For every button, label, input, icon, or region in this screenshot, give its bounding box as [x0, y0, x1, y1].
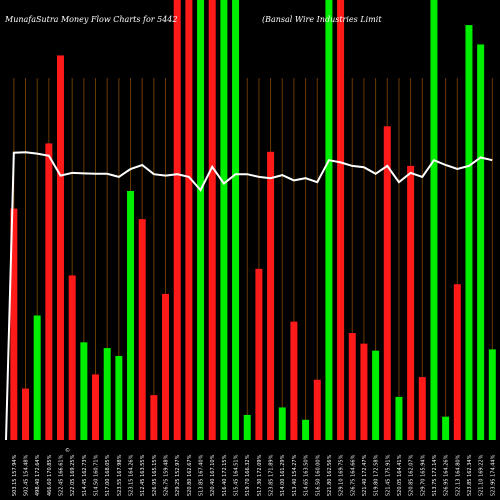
x-tick-label: 529.10 169.75% — [339, 454, 345, 496]
x-tick-label: 521.10 169.22% — [479, 454, 485, 496]
bar-7 — [80, 342, 88, 440]
x-tick-label: 520.05 164.41% — [397, 454, 403, 496]
bar-17 — [197, 0, 205, 440]
x-tick-label: 522.05 169.25% — [70, 454, 76, 496]
bar-4 — [45, 143, 53, 440]
bar-31 — [360, 343, 368, 440]
x-tick-label: 526.75 159.48% — [164, 454, 170, 496]
x-tick-label: 517.00 168.05% — [105, 454, 111, 496]
bar-24 — [278, 407, 286, 440]
bar-16 — [185, 0, 193, 440]
bar-33 — [383, 126, 391, 440]
x-tick-label: 514.45 162.73% — [82, 454, 88, 496]
x-tick-label: 519.70 166.32% — [245, 454, 251, 496]
x-tick-label: 526.95 165.15% — [152, 454, 158, 496]
x-tick-label: 523.15 164.26% — [129, 454, 135, 496]
bar-35 — [407, 165, 415, 440]
bar-25 — [290, 321, 298, 440]
bar-13 — [150, 395, 158, 440]
bar-26 — [302, 419, 310, 440]
bars-group — [10, 0, 496, 441]
x-tick-label: 513.75 172.14% — [432, 454, 438, 496]
x-tick-label: 523.95 174.44% — [490, 454, 496, 496]
x-tick-label: 523.85 171.89% — [269, 454, 275, 496]
bar-34 — [395, 396, 403, 440]
bar-9 — [103, 348, 111, 440]
bar-29 — [337, 0, 345, 440]
symbol-mark: © — [65, 447, 70, 454]
x-tick-label: 523.55 167.98% — [117, 454, 123, 496]
bar-28 — [325, 0, 333, 440]
x-tick-label: 513.85 167.40% — [199, 454, 205, 496]
bar-10 — [115, 355, 123, 440]
x-tick-label: 516.40 172.15% — [222, 454, 228, 496]
money-flow-line — [5, 151, 493, 441]
x-tick-label: 502.45 154.48% — [24, 454, 30, 496]
x-tick-label: 512.45 163.55% — [140, 454, 146, 496]
bar-8 — [92, 374, 100, 440]
x-tick-labels: 503.15 157.94% 502.45 154.48% 498.40 172.6… — [12, 454, 496, 496]
x-tick-label: 522.45 166.61% — [59, 454, 65, 496]
x-tick-label: 514.65 163.50% — [304, 454, 310, 496]
bar-38 — [442, 416, 450, 440]
bar-22 — [255, 268, 263, 440]
x-tick-label: 520.40 167.10% — [210, 454, 216, 496]
bar-2 — [22, 388, 30, 440]
x-tick-label: 523.85 162.34% — [467, 454, 473, 496]
x-tick-label: 529.70 165.94% — [420, 454, 426, 496]
x-tick-label: 522.13 164.80% — [455, 454, 461, 496]
bar-5 — [57, 55, 65, 440]
bar-20 — [232, 0, 240, 440]
bar-39 — [453, 284, 461, 440]
bar-19 — [220, 0, 228, 440]
x-tick-label: 520.80 162.67% — [187, 454, 193, 496]
x-tick-label: 520.85 162.07% — [409, 454, 415, 496]
bar-42 — [488, 349, 496, 440]
bar-15 — [173, 0, 181, 440]
bar-12 — [138, 219, 146, 440]
bar-6 — [68, 275, 76, 440]
bar-1 — [10, 208, 18, 440]
x-tick-label: 526.75 164.66% — [350, 454, 356, 496]
bar-37 — [430, 0, 438, 440]
x-tick-label: 516.50 160.00% — [315, 454, 321, 496]
x-tick-label: 519.80 172.58% — [374, 454, 380, 496]
bar-11 — [127, 190, 135, 440]
bar-36 — [418, 377, 426, 440]
bar-21 — [243, 414, 251, 440]
bar-27 — [313, 379, 321, 440]
chart-title-left: MunafaSutra Money Flow Charts for 5442 — [4, 15, 178, 24]
bar-3 — [33, 315, 41, 440]
x-tick-label: 521.40 172.47% — [362, 454, 368, 496]
x-tick-label: 466.60 170.85% — [47, 454, 53, 496]
chart-title-right: (Bansal Wire Industries Limit — [262, 15, 382, 24]
x-tick-label: 513.40 154.27% — [292, 454, 298, 496]
x-tick-label: 517.30 172.09% — [257, 454, 263, 496]
x-tick-label: 529.25 152.97% — [175, 454, 181, 496]
x-tick-label: 521.45 175.91% — [385, 454, 391, 496]
x-tick-label: 503.15 157.94% — [12, 454, 18, 496]
bar-40 — [465, 25, 473, 441]
bar-18 — [208, 0, 216, 440]
x-tick-label: 515.45 164.51% — [234, 454, 240, 496]
bar-14 — [162, 293, 170, 440]
bar-30 — [348, 333, 356, 440]
x-tick-label: 498.40 172.64% — [35, 454, 41, 496]
x-tick-label: 514.00 161.29% — [280, 454, 286, 496]
x-tick-label: 521.80 162.56% — [327, 454, 333, 496]
bar-32 — [372, 350, 380, 440]
bar-23 — [267, 151, 275, 441]
bar-41 — [477, 44, 485, 440]
x-tick-label: 514.50 160.71% — [94, 454, 100, 496]
x-tick-label: 526.95 164.26% — [444, 454, 450, 496]
